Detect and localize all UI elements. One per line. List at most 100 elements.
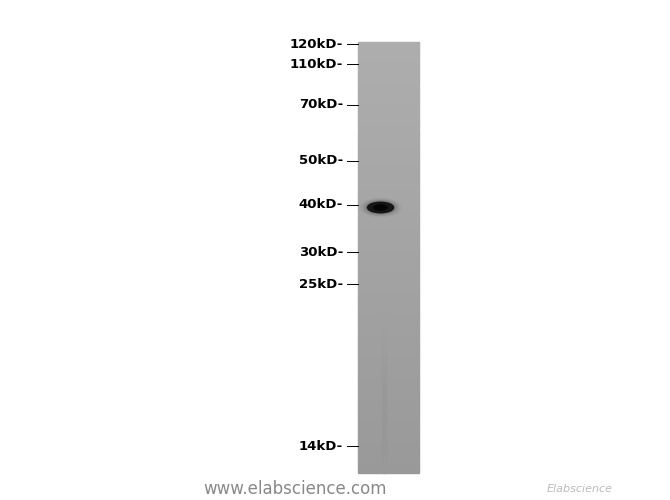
Bar	[382, 382, 386, 384]
Bar	[358, 258, 419, 260]
Bar	[358, 256, 419, 258]
Bar	[358, 305, 419, 306]
Bar	[382, 410, 386, 412]
Bar	[358, 114, 419, 116]
Bar	[382, 444, 386, 446]
Bar	[358, 223, 419, 224]
Bar	[358, 216, 419, 218]
Ellipse shape	[372, 204, 389, 212]
Bar	[358, 351, 419, 352]
Bar	[358, 265, 419, 266]
Bar	[358, 118, 419, 119]
Bar	[358, 186, 419, 188]
Bar	[358, 251, 419, 252]
Bar	[382, 395, 386, 397]
Bar	[382, 466, 386, 468]
Bar	[358, 164, 419, 165]
Bar	[358, 151, 419, 152]
Bar	[382, 384, 386, 386]
Bar	[358, 147, 419, 148]
Bar	[358, 419, 419, 420]
Bar	[358, 62, 419, 63]
Bar	[382, 462, 386, 464]
Bar	[382, 374, 386, 376]
Bar	[358, 228, 419, 230]
Bar	[358, 444, 419, 446]
Bar	[358, 210, 419, 212]
Bar	[358, 376, 419, 377]
Bar	[358, 408, 419, 409]
Text: 30kD-: 30kD-	[299, 246, 343, 258]
Bar	[358, 63, 419, 64]
Bar	[382, 400, 386, 402]
Bar	[358, 128, 419, 130]
Bar	[358, 130, 419, 132]
Bar	[358, 65, 419, 66]
Bar	[358, 192, 419, 193]
Bar	[358, 390, 419, 391]
Bar	[358, 49, 419, 50]
Bar	[358, 206, 419, 207]
Bar	[382, 421, 386, 423]
Bar	[358, 310, 419, 311]
Bar	[358, 424, 419, 425]
Ellipse shape	[362, 199, 399, 216]
Ellipse shape	[360, 198, 401, 216]
Bar	[358, 382, 419, 384]
Bar	[358, 374, 419, 376]
Bar	[358, 92, 419, 93]
Bar	[358, 232, 419, 233]
Bar	[358, 470, 419, 472]
Bar	[358, 142, 419, 144]
Bar	[358, 107, 419, 108]
Bar	[358, 240, 419, 242]
Bar	[358, 170, 419, 172]
Bar	[358, 91, 419, 92]
Bar	[358, 230, 419, 232]
Bar	[358, 323, 419, 324]
Bar	[358, 267, 419, 268]
Bar	[358, 209, 419, 210]
Bar	[358, 338, 419, 339]
Bar	[358, 268, 419, 270]
Bar	[358, 280, 419, 281]
Bar	[358, 350, 419, 351]
Bar	[358, 182, 419, 184]
Bar	[358, 379, 419, 380]
Bar	[358, 179, 419, 180]
Bar	[358, 339, 419, 340]
Bar	[382, 311, 386, 314]
Bar	[358, 167, 419, 168]
Bar	[358, 322, 419, 323]
Bar	[358, 393, 419, 394]
Bar	[358, 250, 419, 251]
Bar	[358, 233, 419, 234]
Bar	[358, 98, 419, 100]
Bar	[358, 282, 419, 284]
Bar	[358, 146, 419, 147]
Bar	[382, 416, 386, 419]
Bar	[382, 430, 386, 432]
Bar	[358, 468, 419, 469]
Ellipse shape	[366, 202, 395, 213]
Bar	[382, 446, 386, 449]
Bar	[358, 165, 419, 166]
Bar	[358, 386, 419, 388]
Bar	[358, 397, 419, 398]
Bar	[358, 423, 419, 424]
Bar	[382, 456, 386, 458]
Bar	[358, 160, 419, 162]
Bar	[358, 454, 419, 456]
Bar	[358, 356, 419, 358]
Bar	[358, 88, 419, 90]
Bar	[358, 136, 419, 137]
Bar	[358, 64, 419, 65]
Bar	[358, 344, 419, 346]
Bar	[358, 392, 419, 393]
Bar	[358, 348, 419, 349]
Bar	[358, 451, 419, 452]
Bar	[358, 196, 419, 198]
Bar	[382, 391, 386, 393]
Bar	[358, 194, 419, 195]
Bar	[358, 181, 419, 182]
